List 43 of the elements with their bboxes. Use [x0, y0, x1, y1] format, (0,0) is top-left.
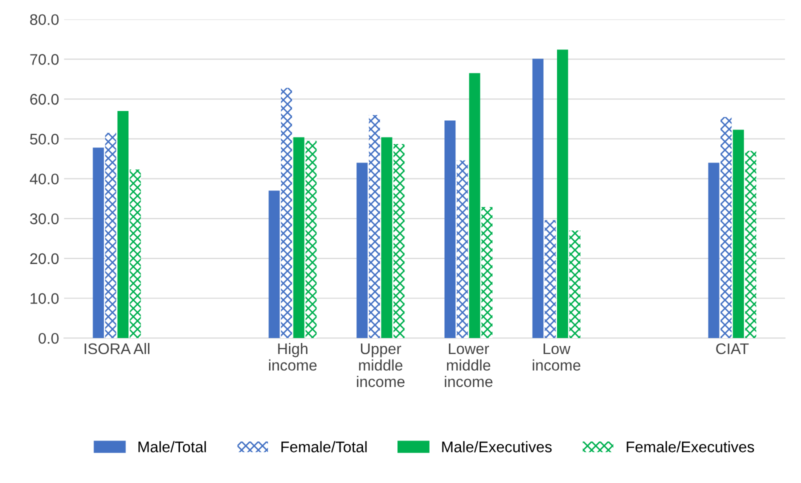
legend-label: Male/Total: [138, 441, 206, 452]
y-tick-label: 80.0: [30, 14, 59, 26]
legend-label: Female/Executives: [626, 441, 754, 452]
x-tick-label: CIAT: [716, 343, 749, 354]
bar: [469, 73, 480, 338]
bar: [745, 150, 756, 338]
bar: [92, 148, 104, 338]
x-tick-label: Low income: [532, 344, 580, 371]
bar: [544, 220, 556, 338]
bar: [280, 88, 292, 338]
y-tick-label: 50.0: [30, 134, 59, 145]
bar: [481, 207, 492, 338]
x-tick-label: ISORA All: [84, 342, 150, 354]
y-tick-label: 70.0: [30, 54, 59, 65]
bar: [306, 140, 317, 338]
bar: [117, 110, 129, 338]
y-tick-label: 20.0: [30, 253, 59, 264]
y-tick-label: 30.0: [30, 213, 59, 224]
x-tick-label: High income: [269, 342, 317, 371]
bar: [105, 132, 116, 338]
y-tick-label: 40.0: [30, 174, 59, 184]
bar: [393, 144, 405, 338]
bar: [368, 114, 380, 338]
bar: [557, 50, 568, 338]
bar: [293, 137, 304, 338]
x-tick-label: Lower middle income: [444, 344, 492, 388]
bar: [732, 130, 744, 338]
bar: [356, 162, 368, 338]
bar: [720, 116, 732, 338]
bar: [708, 162, 720, 338]
bar: [130, 170, 141, 338]
y-tick-label: 0.0: [38, 332, 59, 344]
y-tick-label: 10.0: [30, 293, 59, 304]
y-tick-label: 60.0: [30, 94, 59, 105]
bar: [532, 58, 544, 338]
legend-label: Male/Executives: [442, 441, 552, 452]
bar: [268, 190, 280, 338]
bar: [381, 137, 392, 338]
legend-label: Female/Total: [281, 441, 367, 452]
bar: [569, 230, 580, 338]
bar: [456, 160, 468, 338]
bar: [444, 120, 456, 338]
x-tick-label: Upper middle income: [356, 344, 405, 388]
